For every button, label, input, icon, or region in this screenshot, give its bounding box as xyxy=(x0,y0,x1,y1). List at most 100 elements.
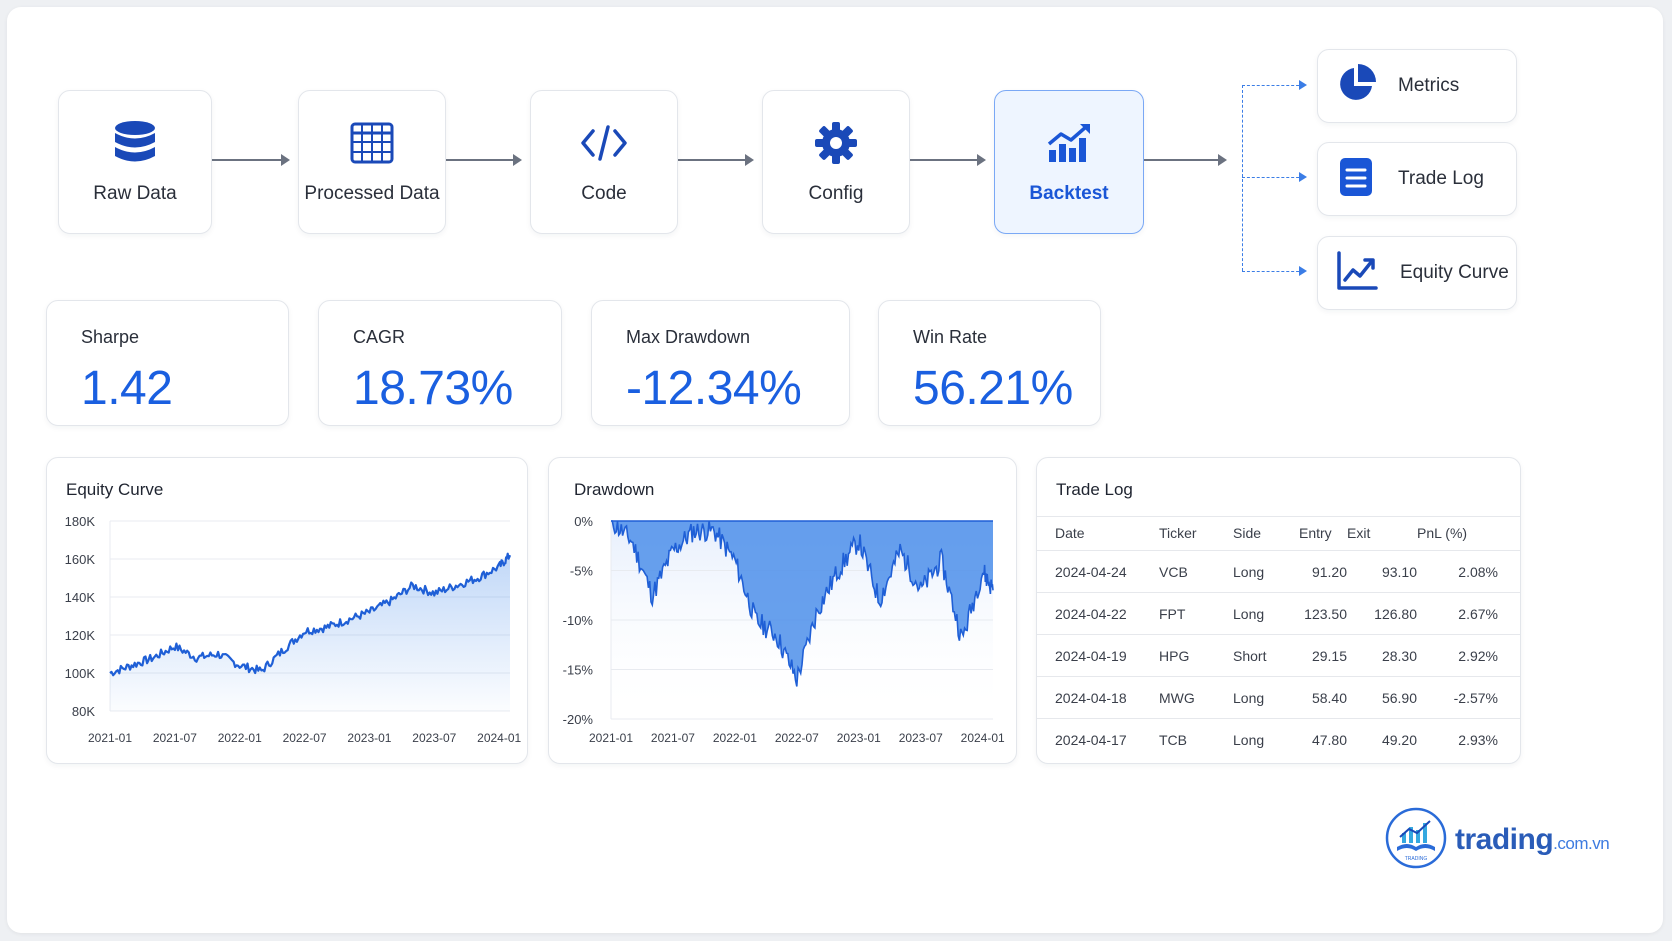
y-tick-label: 100K xyxy=(65,666,96,681)
cell-date: 2024-04-22 xyxy=(1037,592,1159,635)
cell-date: 2024-04-17 xyxy=(1055,731,1127,748)
pipeline-node-backtest[interactable]: Backtest xyxy=(994,90,1144,234)
brand-suffix: .com.vn xyxy=(1553,834,1610,853)
y-tick-label: -5% xyxy=(570,564,594,579)
branch-connector xyxy=(1242,85,1243,271)
x-tick-label: 2022-07 xyxy=(283,731,327,745)
cell-exit: 28.30 xyxy=(1347,634,1417,677)
dashboard-canvas: Raw Data Processed Data Code Config Back… xyxy=(7,7,1663,933)
pie-chart-icon xyxy=(1336,63,1376,109)
pipeline-node-code[interactable]: Code xyxy=(530,90,678,234)
y-tick-label: 80K xyxy=(72,704,95,719)
drawdown-panel: Drawdown 0% -5% -10% -15% -20% 2021-01 2021-07… xyxy=(548,457,1017,764)
flow-arrow xyxy=(446,154,522,166)
branch-arrow xyxy=(1242,172,1307,182)
x-tick-label: 2021-07 xyxy=(153,731,197,745)
x-tick-label: 2021-01 xyxy=(589,731,633,745)
equity-curve-chart: 180K 160K 140K 120K 100K 80K 2021-01 2021-07 202… xyxy=(65,514,522,745)
flow-arrow xyxy=(910,154,986,166)
equity-curve-panel: Equity Curve 180K 160K 140K 120K 100K 80K 2021… xyxy=(46,457,528,764)
column-header[interactable]: Exit xyxy=(1347,516,1417,551)
table-row[interactable]: 2024-04-19 HPG Short 29.15 28.30 2.92% xyxy=(1037,634,1520,677)
drawdown-chart: 0% -5% -10% -15% -20% 2021-01 2021-07 2022-01 20… xyxy=(563,514,1005,745)
table-grid-icon xyxy=(348,119,396,167)
column-header[interactable]: Side xyxy=(1233,516,1299,551)
output-node-label: Equity Curve xyxy=(1400,262,1509,283)
pipeline-node-label: Raw Data xyxy=(93,183,177,204)
metric-label: CAGR xyxy=(353,327,406,347)
cell-ticker: VCB xyxy=(1159,550,1233,593)
output-node-label: Trade Log xyxy=(1398,168,1484,189)
x-tick-label: 2022-07 xyxy=(775,731,819,745)
brand-emblem-icon: TRADING xyxy=(1385,807,1447,874)
output-node-metrics[interactable]: Metrics xyxy=(1317,49,1517,123)
pipeline-node-raw-data[interactable]: Raw Data xyxy=(58,90,212,234)
cell-ticker: HPG xyxy=(1159,634,1233,677)
gear-icon xyxy=(812,119,860,167)
y-tick-label: -20% xyxy=(563,712,594,727)
metric-label: Max Drawdown xyxy=(626,327,751,347)
metric-value: 18.73% xyxy=(353,362,513,415)
pipeline-node-label: Code xyxy=(581,183,627,204)
output-node-trade-log[interactable]: Trade Log xyxy=(1317,142,1517,216)
cell-pnl: -2.57% xyxy=(1417,676,1520,719)
panel-title: Drawdown xyxy=(574,480,655,499)
pipeline-node-label: Backtest xyxy=(1029,183,1109,204)
cell-entry: 123.50 xyxy=(1299,592,1347,635)
cell-side: Long xyxy=(1233,676,1299,719)
x-tick-label: 2021-01 xyxy=(88,731,132,745)
x-tick-label: 2021-07 xyxy=(651,731,695,745)
x-tick-label: 2023-01 xyxy=(837,731,881,745)
x-tick-label: 2022-01 xyxy=(713,731,757,745)
table-header-row: Date Ticker Side Entry Exit PnL (%) xyxy=(1037,516,1520,551)
cell-date: 2024-04-18 xyxy=(1037,676,1159,719)
metric-card-max-drawdown: Max Drawdown -12.34% xyxy=(591,300,850,426)
y-tick-label: 160K xyxy=(65,552,96,567)
output-node-label: Metrics xyxy=(1398,75,1460,96)
cell-date: 2024-04-24 xyxy=(1037,550,1159,593)
y-tick-label: 180K xyxy=(65,514,96,529)
cell-side: Long xyxy=(1233,550,1299,593)
metric-card-sharpe: Sharpe 1.42 xyxy=(46,300,289,426)
branch-arrow xyxy=(1242,266,1307,276)
equity-area-fill xyxy=(110,553,510,711)
table-row[interactable]: 2024-04-24 VCB Long 91.20 93.10 2.08% xyxy=(1037,550,1520,593)
y-tick-label: 120K xyxy=(65,628,96,643)
brand-logo[interactable]: TRADING trading.com.vn xyxy=(1385,807,1645,873)
table-row[interactable]: 2024-04-18 MWG Long 58.40 56.90 -2.57% xyxy=(1037,676,1520,719)
panel-title: Equity Curve xyxy=(66,480,164,499)
metric-label: Win Rate xyxy=(913,327,988,347)
branch-arrow xyxy=(1242,80,1307,90)
column-header[interactable]: Ticker xyxy=(1159,516,1233,551)
flow-arrow xyxy=(1144,154,1227,166)
cell-entry: 29.15 xyxy=(1299,634,1347,677)
brand-emblem-text: TRADING xyxy=(1405,856,1428,862)
trade-log-table: Date Ticker Side Entry Exit PnL (%) 2024… xyxy=(1037,516,1520,760)
x-tick-label: 2023-07 xyxy=(412,731,456,745)
table-row[interactable]: 2024-04-22 FPT Long 123.50 126.80 2.67% xyxy=(1037,592,1520,635)
cell-ticker: MWG xyxy=(1159,676,1233,719)
metric-card-win-rate: Win Rate 56.21% xyxy=(878,300,1101,426)
cell-entry: 58.40 xyxy=(1299,676,1347,719)
column-header[interactable]: Date xyxy=(1037,516,1159,551)
pipeline-node-label: Processed Data xyxy=(304,183,440,204)
brand-wordmark: trading.com.vn xyxy=(1455,823,1610,857)
table-row[interactable]: 2024-04-17 TCB Long 47.80 49.20 2.93% xyxy=(1037,719,1520,761)
code-icon xyxy=(580,119,628,167)
brand-name: trading xyxy=(1455,823,1554,856)
cell-date: 2024-04-19 xyxy=(1037,634,1159,677)
line-chart-icon xyxy=(1336,250,1378,296)
cell-exit: 49.20 xyxy=(1381,731,1417,748)
flow-arrow xyxy=(678,154,754,166)
cell-entry: 91.20 xyxy=(1299,550,1347,593)
cell-exit: 126.80 xyxy=(1347,592,1417,635)
column-header[interactable]: Entry xyxy=(1299,516,1347,551)
x-tick-label: 2022-01 xyxy=(218,731,262,745)
database-icon xyxy=(111,119,159,167)
output-node-equity-curve[interactable]: Equity Curve xyxy=(1317,236,1517,310)
cell-pnl: 2.67% xyxy=(1417,592,1520,635)
pipeline-node-processed-data[interactable]: Processed Data xyxy=(298,90,446,234)
pipeline-node-config[interactable]: Config xyxy=(762,90,910,234)
column-header[interactable]: PnL (%) xyxy=(1417,516,1520,551)
bar-chart-trend-icon xyxy=(1045,119,1093,167)
